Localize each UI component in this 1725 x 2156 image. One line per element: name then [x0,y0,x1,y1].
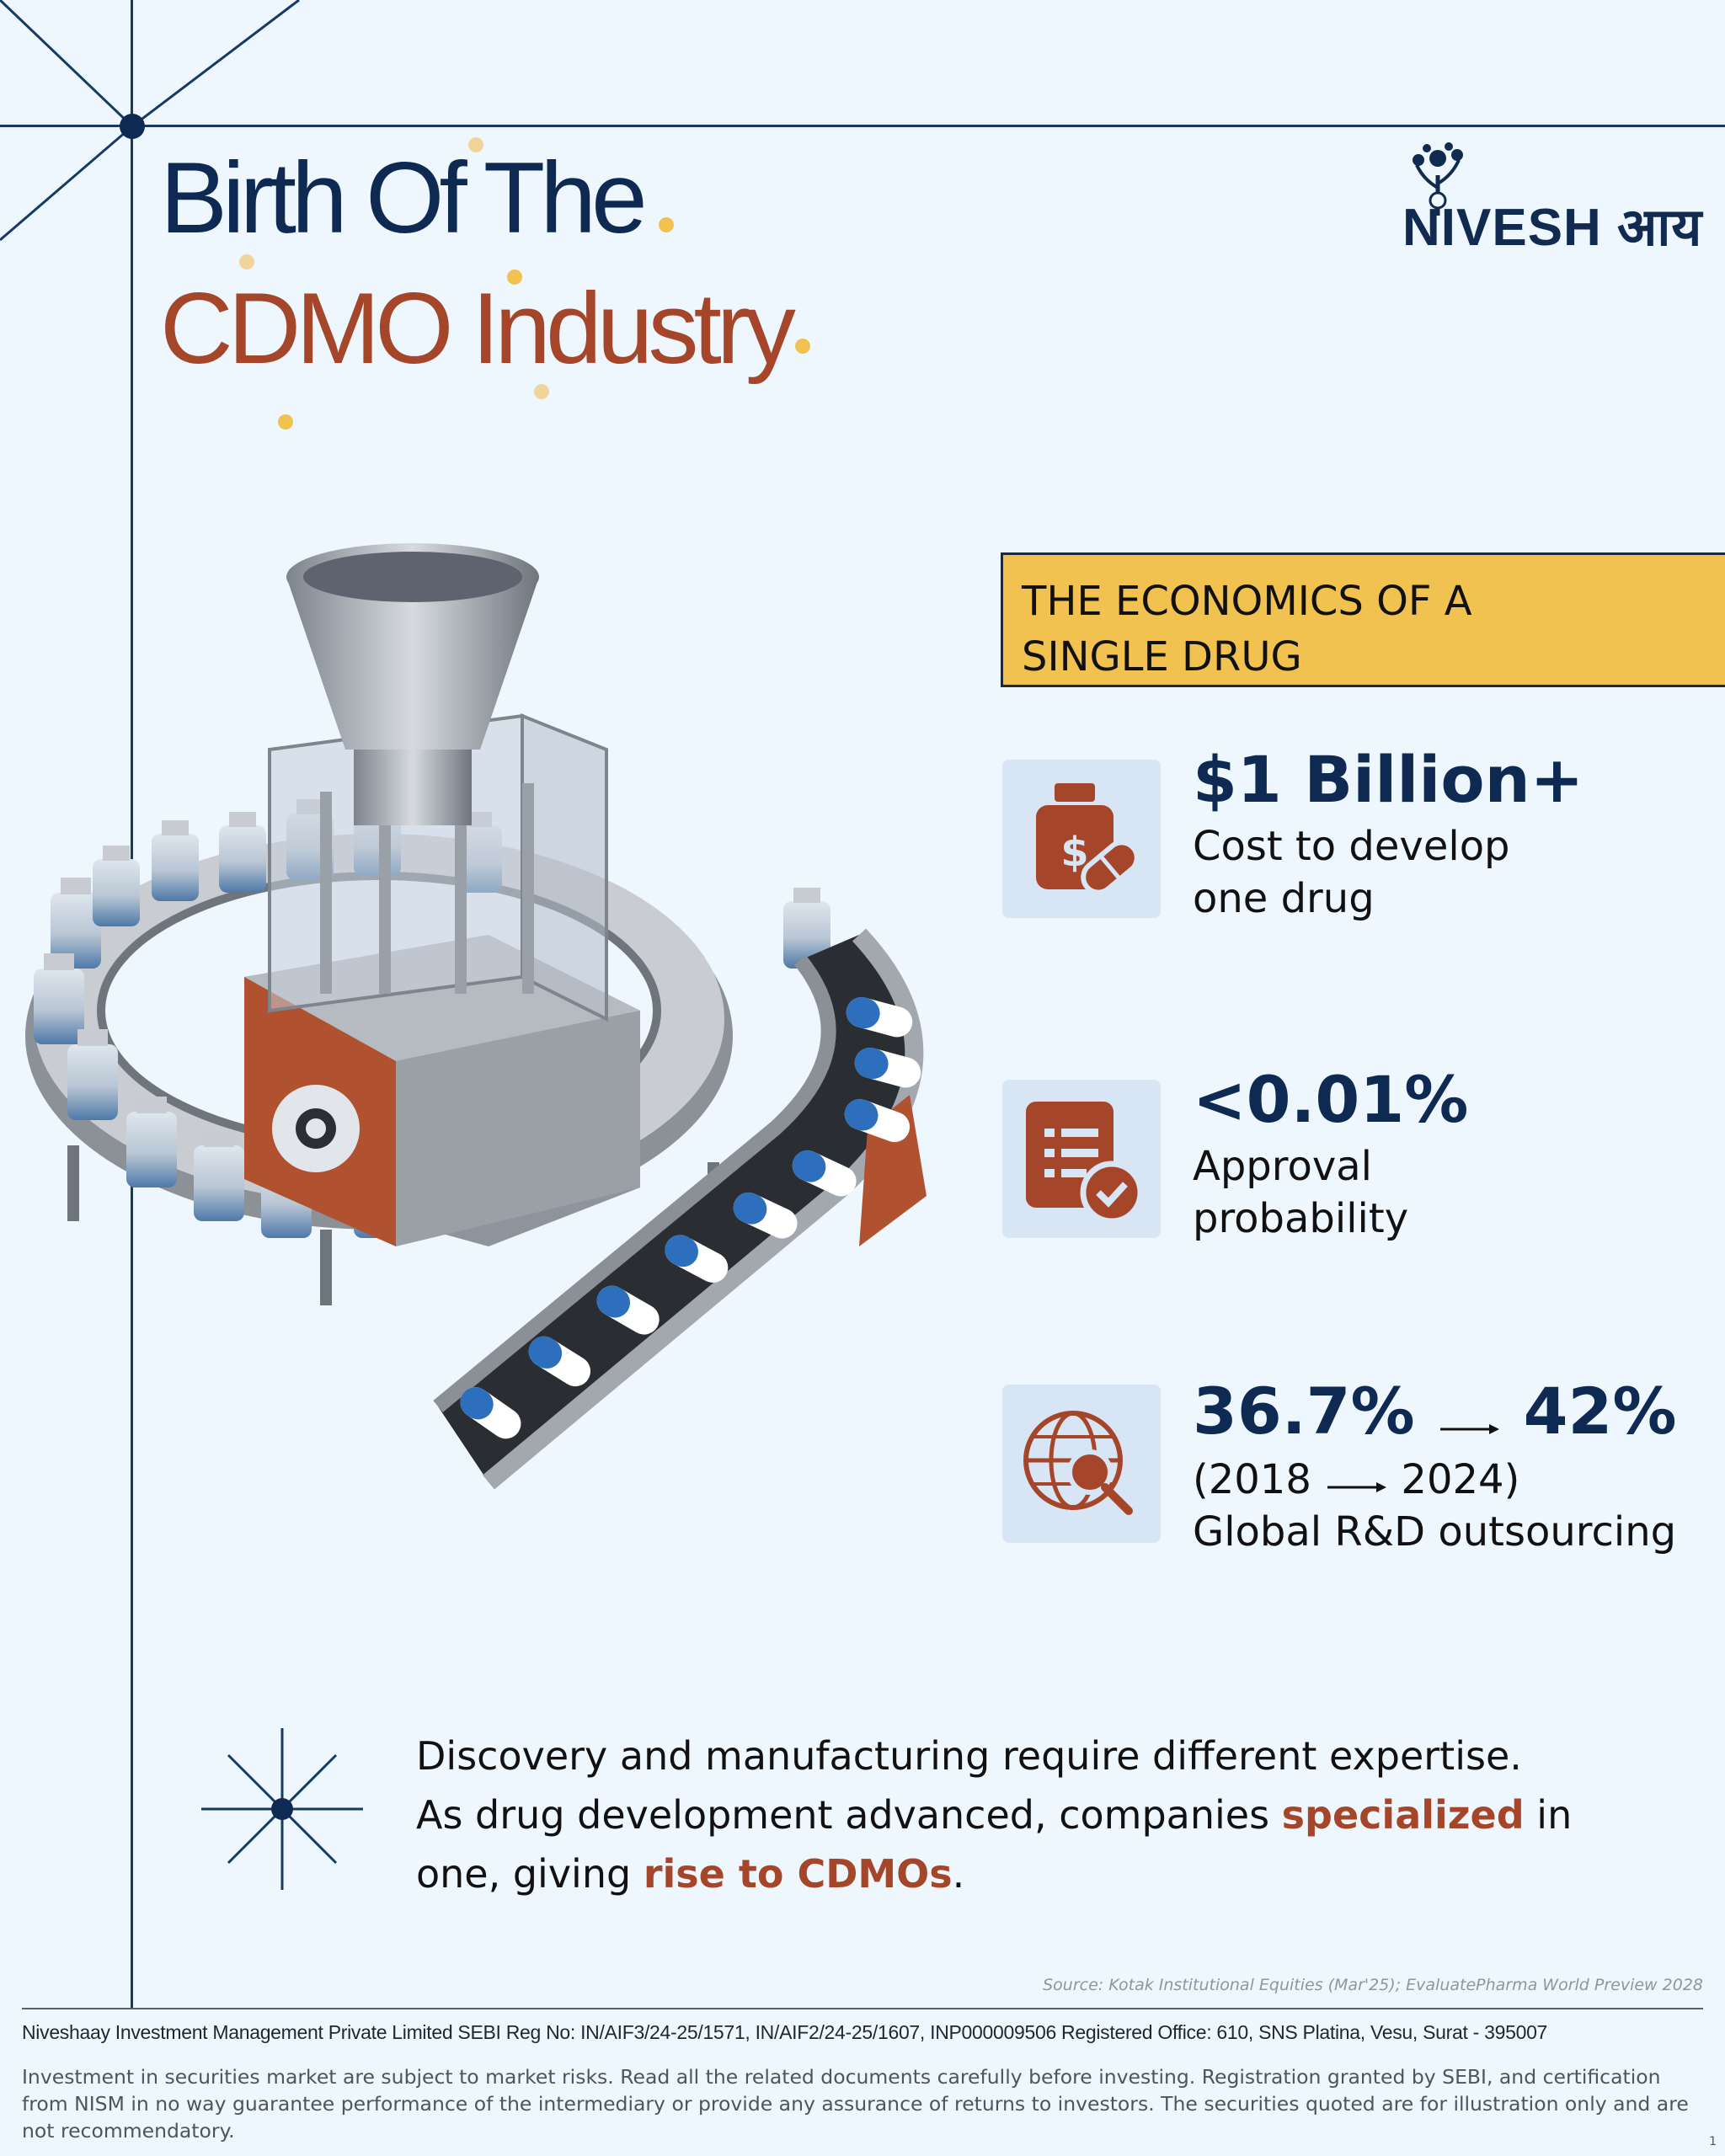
brand-logo-text: NIVESH आय [1402,199,1703,257]
decor-dot [278,414,293,430]
summary-line-2: As drug development advanced, companies … [416,1785,1572,1844]
summary-highlight-specialized: specialized [1281,1792,1525,1838]
stat-3-icon-box [1002,1385,1161,1543]
stat-1-value: $1 Billion+ [1193,742,1584,817]
stat-3-value-from: 36.7% [1193,1374,1415,1449]
stat-2-label-line-2: probability [1193,1195,1409,1242]
globe-search-icon [1023,1411,1133,1515]
stat-3-value-row: 36.7% 42% [1193,1380,1677,1448]
stat-1-label-line-2: one drug [1193,875,1375,922]
stat-3-label: Global R&D outsourcing [1193,1508,1677,1556]
stat-3-years-row: (2018 2024) [1193,1454,1519,1508]
decor-dot [795,339,810,354]
source-note: Source: Kotak Institutional Equities (Ma… [1043,1976,1703,1994]
stat-2-label-line-1: Approval [1193,1143,1372,1190]
arrow-right-icon [1437,1384,1501,1448]
stat-3-year-from: (2018 [1193,1456,1311,1503]
decor-dot [507,270,522,285]
summary-text: Discovery and manufacturing require diff… [416,1726,1572,1903]
top-divider-line [0,125,1725,127]
summary-line-3-text: one, giving [416,1851,644,1897]
clipboard-check-icon [1026,1102,1144,1225]
tree-rupee-icon [1413,142,1463,216]
summary-line-3-end: . [952,1851,965,1897]
title-line-2: CDMO Industry [160,272,796,385]
stat-1-icon-box: $ [1002,760,1161,918]
decor-dot [534,384,549,399]
summary-highlight-cdmos: rise to CDMOs [643,1851,953,1897]
page-number: 1 [1709,2135,1717,2148]
medicine-bottle-dollar-icon: $ [1036,783,1140,895]
stat-3-year-to: 2024) [1401,1456,1520,1503]
summary-line-2-end: in [1524,1792,1573,1838]
decor-dot [659,217,674,232]
summary-line-1: Discovery and manufacturing require diff… [416,1733,1522,1779]
corner-starburst [0,0,300,242]
decor-dot [239,254,254,270]
disclaimer-text: Investment in securities market are subj… [22,2065,1689,2143]
registration-info: Niveshaay Investment Management Private … [22,2021,1548,2043]
cdmo-machine-illustration [25,543,927,1490]
starburst-icon [201,1728,363,1890]
decor-dot [468,137,483,152]
title-line-1: Birth Of The [160,141,648,254]
stat-2-value: <0.01% [1193,1062,1469,1137]
arrow-right-icon [1324,1456,1388,1508]
economics-heading: THE ECONOMICS OF A SINGLE DRUG [1001,552,1725,687]
stat-2-icon-box [1002,1080,1161,1238]
stat-1-label-line-1: Cost to develop [1193,823,1510,870]
summary-line-2-text: As drug development advanced, companies [416,1792,1282,1838]
summary-line-3: one, giving rise to CDMOs. [416,1844,1572,1903]
footer-divider [22,2008,1703,2009]
stat-3-value-to: 42% [1523,1374,1677,1449]
